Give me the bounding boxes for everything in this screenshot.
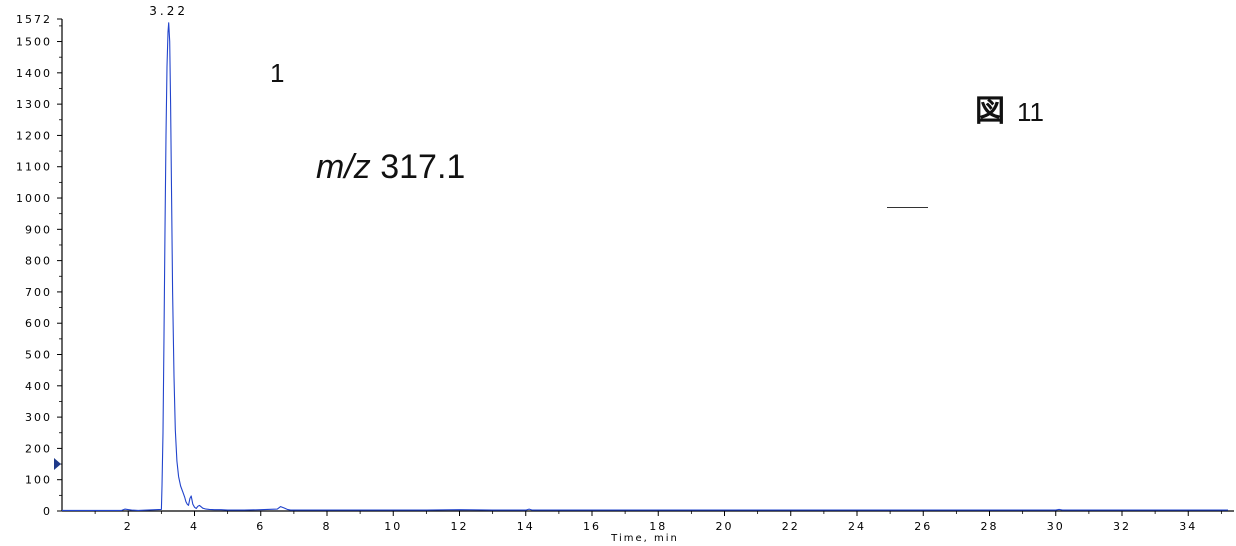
x-tick-label: 6 (256, 520, 265, 533)
x-tick-label: 22 (782, 520, 800, 533)
series-line (62, 22, 1228, 511)
x-tick-label: 20 (716, 520, 734, 533)
y-tick-label: 1200 (16, 129, 52, 142)
x-tick-label: 8 (323, 520, 332, 533)
stray-mark (887, 207, 928, 208)
y-tick-label: 200 (25, 442, 52, 455)
x-tick-label: 26 (914, 520, 932, 533)
y-tick-label: 400 (25, 380, 52, 393)
chart-axes (61, 19, 1234, 512)
x-tick-label: 28 (981, 520, 999, 533)
y-tick-label: 500 (25, 349, 52, 362)
x-tick-label: 32 (1113, 520, 1131, 533)
x-tick-label: 24 (848, 520, 866, 533)
y-tick-label: 1572 (16, 13, 52, 26)
x-tick-label: 12 (451, 520, 469, 533)
x-tick-label: 14 (517, 520, 535, 533)
x-axis-ticks: 2 4 6 8 10 12 14 16 18 20 22 24 26 28 30 32 34 (94, 511, 1222, 533)
x-tick-label: 4 (190, 520, 199, 533)
chromatogram-trace (62, 22, 1228, 511)
y-tick-label: 300 (25, 411, 52, 424)
x-tick-label: 10 (384, 520, 402, 533)
mz-prefix: m/z (316, 148, 371, 186)
y-tick-label: 1000 (16, 192, 52, 205)
y-tick-label: 100 (25, 474, 52, 487)
y-tick-label: 1400 (16, 67, 52, 80)
x-tick-label: 34 (1179, 520, 1197, 533)
figure-kanji: 図 (975, 94, 1005, 129)
compound-number-label: 1 (270, 58, 285, 88)
x-tick-label: 16 (583, 520, 601, 533)
chart-markers (54, 458, 61, 471)
figure-caption: 図 11 (975, 86, 1044, 130)
x-axis-title: Time, min (610, 533, 679, 544)
mz-annotation: m/z 317.1 (316, 148, 465, 187)
y-tick-label: 700 (25, 286, 52, 299)
mz-value: 317.1 (380, 148, 466, 186)
peak-label: 3.22 (149, 4, 188, 18)
y-tick-label: 800 (25, 255, 52, 268)
y-tick-label: 0 (43, 505, 52, 518)
y-tick-label: 1300 (16, 98, 52, 111)
y-tick-label: 1500 (16, 36, 52, 49)
y-tick-label: 600 (25, 317, 52, 330)
figure-number: 11 (1017, 97, 1044, 127)
y-tick-label: 1100 (16, 161, 52, 174)
x-tick-label: 18 (649, 520, 667, 533)
threshold-marker (54, 458, 61, 471)
y-tick-label: 900 (25, 223, 52, 236)
x-tick-label: 2 (124, 520, 133, 533)
y-axis-ticks: 0 100 200 300 400 500 600 700 800 900 1000 1100 1200… (16, 13, 62, 518)
x-tick-label: 30 (1047, 520, 1065, 533)
